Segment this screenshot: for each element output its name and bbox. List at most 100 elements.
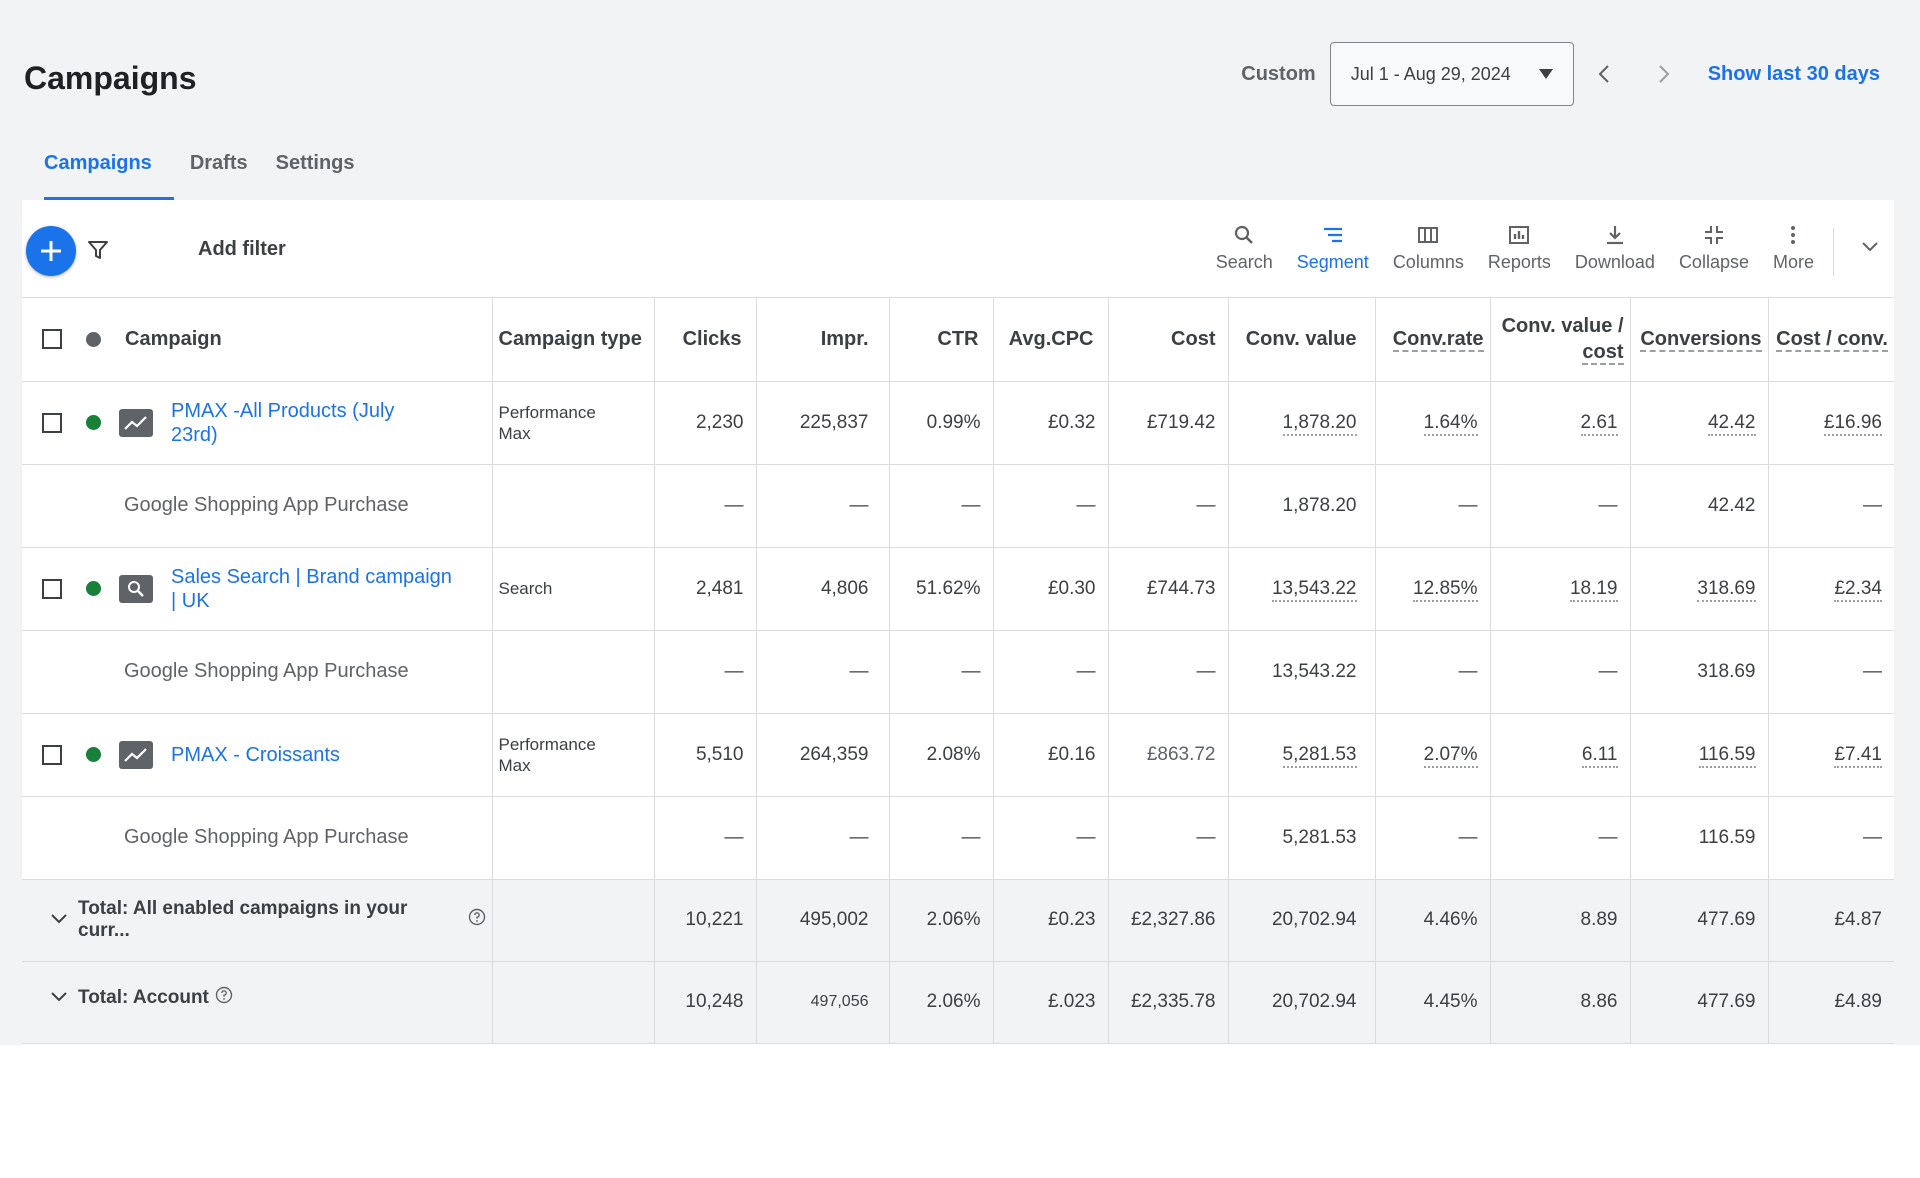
conv-rate-value[interactable]: 2.07% xyxy=(1423,743,1478,768)
total-label: Total: All enabled campaigns in your cur… xyxy=(78,898,408,941)
expand-toolbar-button[interactable] xyxy=(1860,240,1880,259)
conv-rate-column-header[interactable]: Conv.rate xyxy=(1375,298,1491,382)
filter-button[interactable] xyxy=(86,238,110,267)
row-checkbox[interactable] xyxy=(42,744,62,765)
row-checkbox[interactable] xyxy=(42,578,62,599)
columns-label: Columns xyxy=(1392,252,1464,272)
dropdown-caret-icon xyxy=(1538,69,1553,79)
campaign-name-line1: PMAX - Croissants xyxy=(171,743,340,766)
conv-value-value[interactable]: 1,878.20 xyxy=(1282,411,1357,436)
campaign-name-line1: Sales Search | Brand campaign xyxy=(171,565,452,588)
next-period-button[interactable] xyxy=(1634,42,1694,106)
enabled-status-icon[interactable] xyxy=(86,581,101,596)
ctr-cell: — xyxy=(889,630,994,714)
impr-cell: 4,806 xyxy=(756,547,890,631)
campaign-type-column-header[interactable]: Campaign type xyxy=(492,298,655,382)
previous-period-button[interactable] xyxy=(1574,42,1634,106)
conv-rate-cell: — xyxy=(1375,630,1491,714)
cost-conv-value[interactable]: £7.41 xyxy=(1834,743,1882,768)
avg-cpc-cell: £0.30 xyxy=(993,547,1109,631)
cost-conv-cell: — xyxy=(1768,796,1894,880)
help-icon[interactable] xyxy=(468,908,486,932)
conversions-value[interactable]: 116.59 xyxy=(1698,743,1756,768)
conv-value-cost-column-header[interactable]: Conv. value / cost xyxy=(1490,298,1631,382)
conversions-value[interactable]: 318.69 xyxy=(1697,577,1756,602)
campaign-link[interactable]: PMAX -All Products (July 23rd) xyxy=(171,399,394,447)
tab-settings[interactable]: Settings xyxy=(275,152,355,174)
cost-conv-value[interactable]: £16.96 xyxy=(1823,411,1882,436)
conv-value-cell: 5,281.53 xyxy=(1228,796,1376,880)
clicks-column-header[interactable]: Clicks xyxy=(654,298,757,382)
campaign-name-line1: PMAX -All Products (July xyxy=(171,399,395,422)
conversions-cell: 42.42 xyxy=(1630,464,1769,548)
conv-value-cell: 13,543.22 xyxy=(1228,630,1376,714)
search-button[interactable]: Search xyxy=(1216,222,1273,273)
avg-cpc-cell: — xyxy=(993,630,1109,714)
download-label: Download xyxy=(1574,252,1655,272)
campaign-column-header[interactable]: Campaign xyxy=(22,298,493,382)
segment-label: Google Shopping App Purchase xyxy=(124,660,409,682)
conv-rate-value[interactable]: 1.64% xyxy=(1423,411,1478,436)
cost-cell: £2,335.78 xyxy=(1108,961,1229,1044)
conv-value-column-header[interactable]: Conv. value xyxy=(1228,298,1376,382)
conv-value-cell: 20,702.94 xyxy=(1228,961,1376,1044)
avg-cpc-column-header[interactable]: Avg.CPC xyxy=(993,298,1109,382)
segment-label: Google Shopping App Purchase xyxy=(124,494,409,516)
conv-value-value[interactable]: 5,281.53 xyxy=(1282,743,1357,768)
segment-label-cell: Google Shopping App Purchase xyxy=(22,796,493,880)
search-campaign-icon xyxy=(119,574,153,603)
impr-column-header[interactable]: Impr. xyxy=(756,298,890,382)
conversions-cell: 318.69 xyxy=(1630,630,1769,714)
select-all-checkbox[interactable] xyxy=(42,329,62,350)
search-icon xyxy=(1235,225,1254,244)
chevron-left-icon xyxy=(1598,65,1609,83)
cost-column-header[interactable]: Cost xyxy=(1108,298,1229,382)
avg-cpc-cell: £.023 xyxy=(993,961,1109,1044)
avg-cpc-cell: — xyxy=(993,464,1109,548)
tab-drafts[interactable]: Drafts xyxy=(189,152,248,174)
table-row: PMAX - Croissants Performance Max 5,510 2… xyxy=(22,713,1894,797)
add-campaign-button[interactable] xyxy=(26,226,76,276)
download-button[interactable]: Download xyxy=(1575,222,1655,273)
conv-rate-value[interactable]: 12.85% xyxy=(1413,577,1478,602)
help-icon[interactable] xyxy=(215,986,233,1010)
date-range-picker[interactable]: Jul 1 - Aug 29, 2024 xyxy=(1329,42,1574,106)
row-checkbox[interactable] xyxy=(42,412,62,433)
conversions-cell: 116.59 xyxy=(1630,713,1769,797)
segment-button[interactable]: Segment xyxy=(1297,222,1369,273)
columns-button[interactable]: Columns xyxy=(1393,222,1464,273)
enabled-status-icon[interactable] xyxy=(86,415,101,430)
campaign-link[interactable]: PMAX - Croissants xyxy=(171,743,340,767)
add-filter-button[interactable]: Add filter xyxy=(198,238,286,260)
tab-campaigns[interactable]: Campaigns xyxy=(22,140,174,200)
more-button[interactable]: More xyxy=(1773,222,1814,273)
conv-rate-cell: — xyxy=(1375,464,1491,548)
campaign-type-line1: Performance xyxy=(498,402,596,422)
expand-total-button[interactable] xyxy=(50,987,68,1009)
ctr-column-header[interactable]: CTR xyxy=(889,298,994,382)
conv-value-cost-value[interactable]: 18.19 xyxy=(1569,577,1618,602)
conv-rate-cell: 1.64% xyxy=(1375,381,1491,465)
expand-total-button[interactable] xyxy=(50,909,68,931)
conv-rate-header-label: Conv.rate xyxy=(1392,327,1484,352)
conv-value-cost-value[interactable]: 2.61 xyxy=(1580,411,1618,436)
cost-conv-value[interactable]: £2.34 xyxy=(1834,577,1882,602)
cost-conv-column-header[interactable]: Cost / conv. xyxy=(1768,298,1894,382)
conv-value-cost-value[interactable]: 6.11 xyxy=(1581,743,1618,768)
conversions-column-header[interactable]: Conversions xyxy=(1630,298,1769,382)
campaign-link[interactable]: Sales Search | Brand campaign | UK xyxy=(171,565,452,613)
cost-conv-cell: — xyxy=(1768,464,1894,548)
conversions-value[interactable]: 42.42 xyxy=(1707,411,1756,436)
enabled-status-icon[interactable] xyxy=(86,747,101,762)
conv-rate-cell: — xyxy=(1375,796,1491,880)
collapse-button[interactable]: Collapse xyxy=(1679,222,1749,273)
show-last-30-days-link[interactable]: Show last 30 days xyxy=(1707,62,1880,85)
performance-max-icon xyxy=(119,408,153,437)
conv-value-cost-cell: 2.61 xyxy=(1490,381,1631,465)
clicks-cell: — xyxy=(654,630,757,714)
cost-conv-cell: £2.34 xyxy=(1768,547,1894,631)
campaign-header-label: Campaign xyxy=(125,327,222,350)
reports-button[interactable]: Reports xyxy=(1488,222,1551,273)
conv-rate-cell: 12.85% xyxy=(1375,547,1491,631)
conv-value-value[interactable]: 13,543.22 xyxy=(1271,577,1357,602)
